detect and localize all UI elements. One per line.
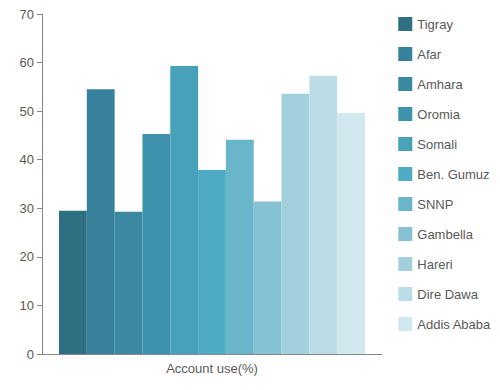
svg-text:60: 60 (20, 55, 34, 70)
svg-text:30: 30 (20, 201, 34, 216)
svg-text:SNNP: SNNP (417, 197, 453, 212)
svg-text:Ben. Gumuz: Ben. Gumuz (417, 167, 489, 182)
svg-text:40: 40 (20, 152, 34, 167)
svg-text:Afar: Afar (417, 47, 442, 62)
svg-text:Somali: Somali (417, 137, 457, 152)
svg-text:20: 20 (20, 249, 34, 264)
svg-text:Gambella: Gambella (417, 227, 473, 242)
svg-text:Addis Ababa: Addis Ababa (417, 317, 491, 332)
svg-text:Hareri: Hareri (417, 257, 453, 272)
svg-text:Tigray: Tigray (417, 17, 453, 32)
svg-text:10: 10 (20, 298, 34, 313)
svg-text:Oromia: Oromia (417, 107, 460, 122)
svg-text:50: 50 (20, 104, 34, 119)
svg-text:0: 0 (27, 347, 34, 362)
svg-text:Account use(%): Account use(%) (166, 361, 258, 376)
svg-text:Amhara: Amhara (417, 77, 463, 92)
svg-text:Dire Dawa: Dire Dawa (417, 287, 478, 302)
svg-text:70: 70 (20, 7, 34, 22)
